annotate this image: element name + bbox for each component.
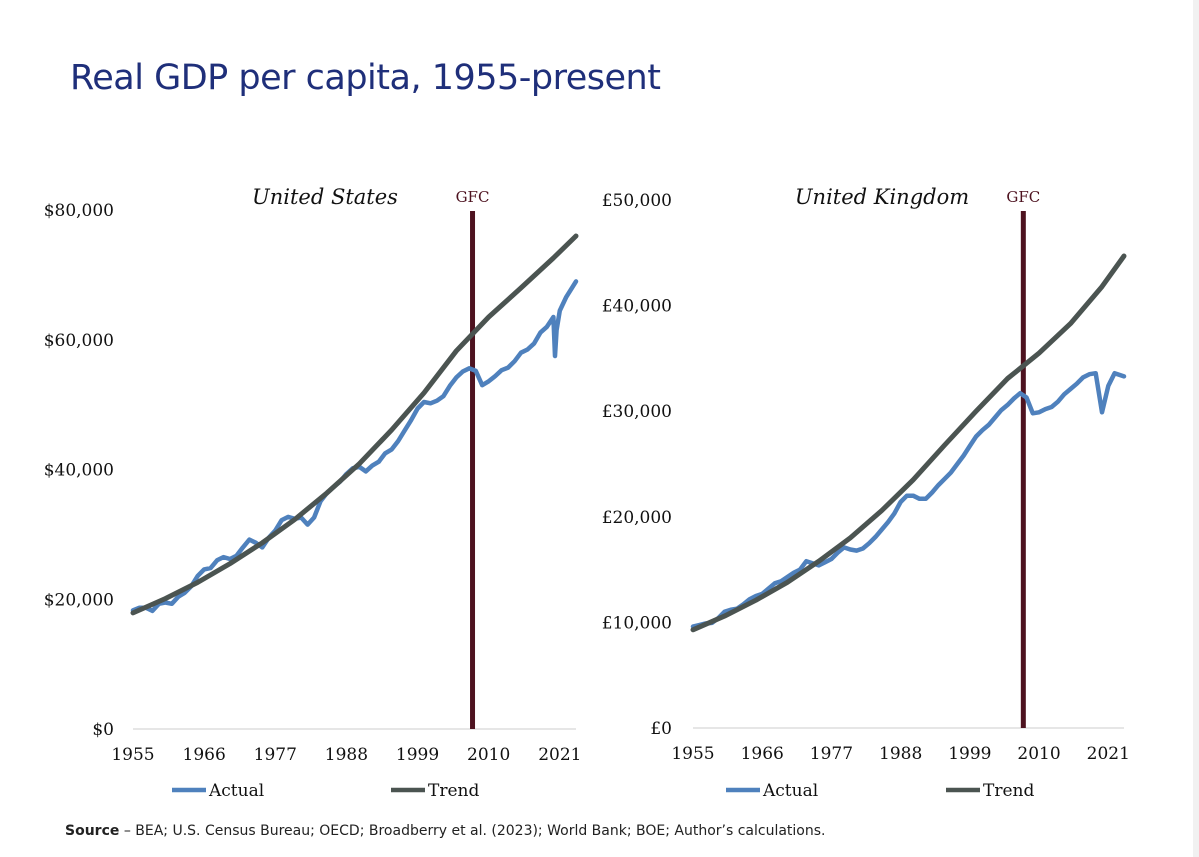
- uk-y-tick-label: £50,000: [602, 191, 672, 211]
- uk-gfc-label: GFC: [1006, 188, 1040, 206]
- uk-y-tick-label: £30,000: [602, 402, 672, 422]
- uk-series-actual-line: [690, 370, 1127, 629]
- source-note: Source – BEA; U.S. Census Bureau; OECD; …: [65, 823, 826, 839]
- us-x-tick-label: 1977: [254, 745, 297, 765]
- uk-legend-label-trend: Trend: [983, 781, 1034, 801]
- us-chart-title: United States: [252, 185, 398, 209]
- us-series-trend-line: [130, 233, 579, 616]
- uk-y-tick-label: £40,000: [602, 297, 672, 317]
- uk-series-trend-line: [690, 253, 1127, 633]
- uk-y-tick-label: £10,000: [602, 613, 672, 633]
- us-x-tick-label: 1988: [325, 745, 368, 765]
- us-gfc-label: GFC: [456, 188, 490, 206]
- source-label: Source: [65, 823, 120, 839]
- slide-edge: [1193, 0, 1199, 857]
- us-x-tick-label: 2021: [538, 745, 581, 765]
- us-y-tick-label: $20,000: [44, 590, 114, 610]
- uk-x-tick-label: 2010: [1017, 744, 1060, 764]
- uk-y-tick-label: £0: [650, 719, 672, 739]
- us-gdp-chart: $0 $20,000 $40,000 $60,000 $80,000 1955 1966 19…: [44, 185, 582, 801]
- us-y-tick-label: $0: [92, 720, 114, 740]
- us-x-tick-label: 1966: [183, 745, 226, 765]
- us-y-tick-label: $80,000: [44, 201, 114, 221]
- uk-x-tick-label: 1988: [879, 744, 922, 764]
- uk-x-tick-label: 1999: [948, 744, 991, 764]
- us-y-tick-label: $60,000: [44, 331, 114, 351]
- us-x-tick-label: 2010: [467, 745, 510, 765]
- uk-chart-title: United Kingdom: [795, 185, 969, 209]
- us-legend-label-trend: Trend: [428, 781, 479, 801]
- uk-x-tick-label: 1966: [741, 744, 784, 764]
- uk-x-tick-label: 1955: [671, 744, 714, 764]
- uk-x-tick-label: 1977: [810, 744, 853, 764]
- us-x-tick-label: 1999: [396, 745, 439, 765]
- uk-x-tick-label: 2021: [1087, 744, 1130, 764]
- us-x-tick-label: 1955: [111, 745, 154, 765]
- source-text: – BEA; U.S. Census Bureau; OECD; Broadbe…: [119, 823, 826, 839]
- page-title: Real GDP per capita, 1955-present: [70, 58, 661, 98]
- us-y-tick-label: $40,000: [44, 461, 114, 481]
- uk-y-tick-label: £20,000: [602, 508, 672, 528]
- uk-legend-label-actual: Actual: [762, 781, 818, 801]
- us-legend-label-actual: Actual: [208, 781, 264, 801]
- uk-gdp-chart: £0 £10,000 £20,000 £30,000 £40,000 £50,000 195…: [602, 185, 1130, 801]
